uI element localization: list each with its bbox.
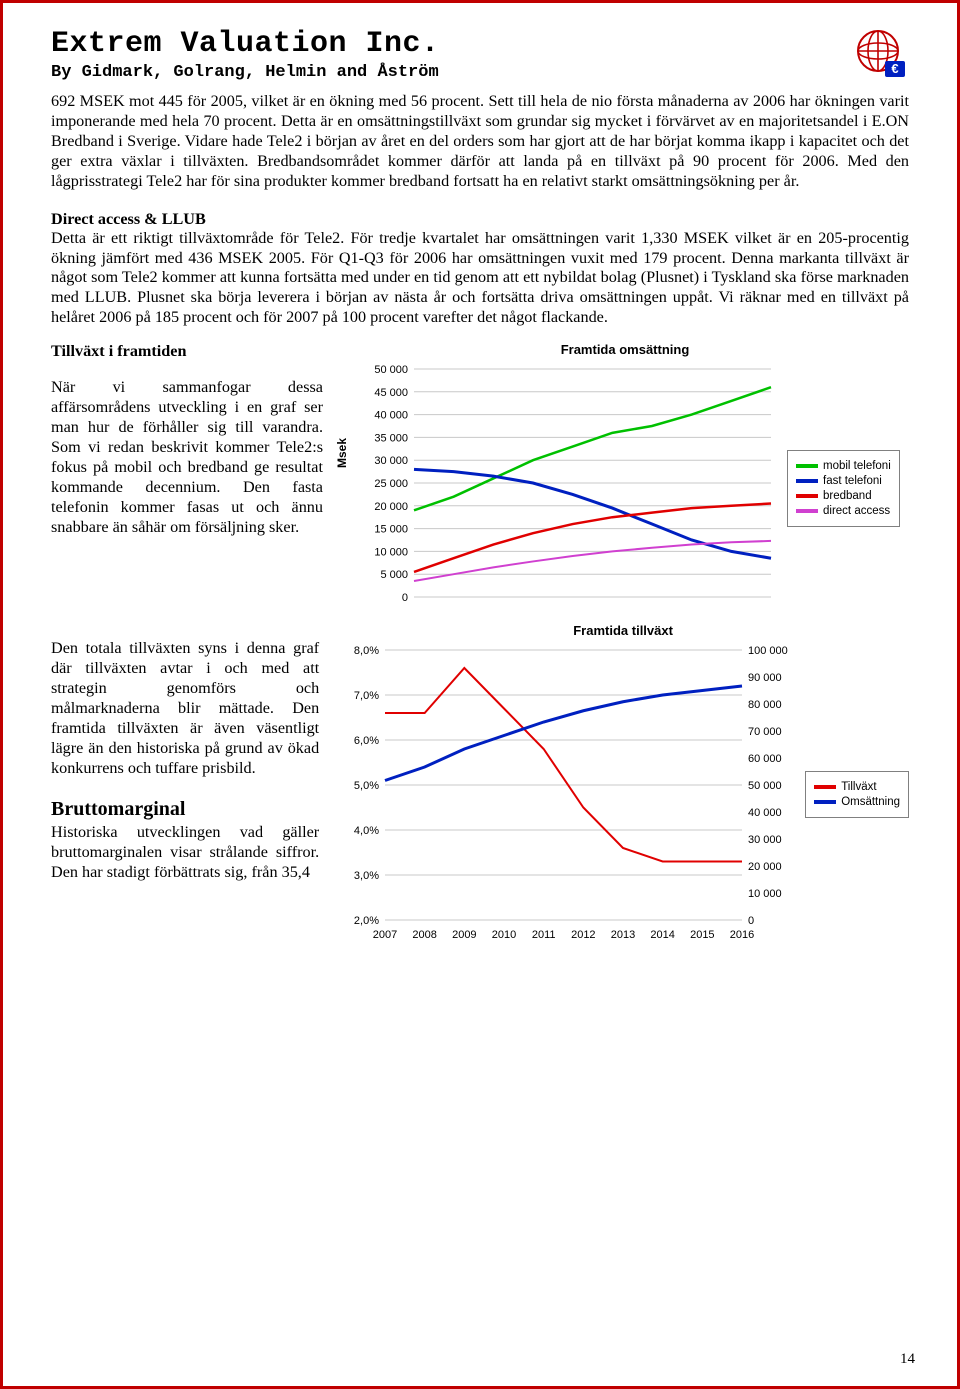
total-growth-textcol: Den totala tillväxten syns i denna graf … <box>51 623 319 944</box>
svg-text:100 000: 100 000 <box>748 645 788 657</box>
legend-item: mobil telefoni <box>796 460 891 472</box>
direct-access-heading: Direct access & LLUB <box>51 210 909 229</box>
chart1-title: Framtida omsättning <box>341 342 909 357</box>
intro-paragraph: 692 MSEK mot 445 för 2005, vilket är en … <box>51 92 909 192</box>
svg-text:40 000: 40 000 <box>748 807 782 819</box>
svg-text:2008: 2008 <box>413 929 437 941</box>
svg-text:4,0%: 4,0% <box>354 825 379 837</box>
chart2-svg: 2,0% 3,0% 4,0% 5,0% 6,0% 7,0% 8,0% 0 10 000 20 00… <box>337 644 797 944</box>
future-growth-chart: Framtida tillväxt 2,0% 3,0% 4,0% 5,0% 6,0% 7,… <box>337 623 909 944</box>
legend-item: Tillväxt <box>814 781 900 793</box>
svg-text:50 000: 50 000 <box>374 364 408 376</box>
svg-text:40 000: 40 000 <box>374 410 408 422</box>
chart1-ylabel: Msek <box>335 438 349 468</box>
svg-text:30 000: 30 000 <box>374 455 408 467</box>
legend-item: direct access <box>796 505 891 517</box>
gross-margin-heading: Bruttomarginal <box>51 797 319 822</box>
svg-text:5,0%: 5,0% <box>354 780 379 792</box>
total-growth-text: Den totala tillväxten syns i denna graf … <box>51 639 319 778</box>
future-revenue-chart-col: Framtida omsättning Msek 05 00010 00015 … <box>341 342 909 613</box>
page-number: 14 <box>900 1351 915 1368</box>
svg-text:2011: 2011 <box>532 929 556 941</box>
page-container: Extrem Valuation Inc. By Gidmark, Golran… <box>0 0 960 1389</box>
chart1-legend: mobil telefoni fast telefoni bredband direc… <box>787 450 900 527</box>
svg-text:80 000: 80 000 <box>748 699 782 711</box>
svg-text:2010: 2010 <box>492 929 516 941</box>
svg-text:25 000: 25 000 <box>374 478 408 490</box>
svg-text:50 000: 50 000 <box>748 780 782 792</box>
legend-item: bredband <box>796 490 891 502</box>
chart1-svg: 0 5 000 10 000 15 000 20 000 25 000 30 000 35 0… <box>359 363 779 613</box>
svg-text:90 000: 90 000 <box>748 672 782 684</box>
svg-text:2016: 2016 <box>730 929 754 941</box>
svg-text:2015: 2015 <box>690 929 714 941</box>
svg-text:10 000: 10 000 <box>374 547 408 559</box>
svg-text:15 000: 15 000 <box>374 524 408 536</box>
chart2-legend: Tillväxt Omsättning <box>805 771 909 818</box>
legend-item: fast telefoni <box>796 475 891 487</box>
gross-margin-text: Historiska utvecklingen vad gäller brutt… <box>51 823 319 883</box>
svg-text:2013: 2013 <box>611 929 635 941</box>
svg-text:70 000: 70 000 <box>748 726 782 738</box>
svg-text:5 000: 5 000 <box>380 569 408 581</box>
future-revenue-chart: Framtida omsättning Msek 05 00010 00015 … <box>341 342 909 613</box>
svg-text:7,0%: 7,0% <box>354 690 379 702</box>
svg-text:30 000: 30 000 <box>748 834 782 846</box>
company-title: Extrem Valuation Inc. <box>51 27 909 61</box>
svg-text:2012: 2012 <box>571 929 595 941</box>
document-header: Extrem Valuation Inc. By Gidmark, Golran… <box>51 27 909 82</box>
svg-text:35 000: 35 000 <box>374 433 408 445</box>
svg-text:20 000: 20 000 <box>374 501 408 513</box>
svg-text:2,0%: 2,0% <box>354 915 379 927</box>
svg-text:6,0%: 6,0% <box>354 735 379 747</box>
svg-text:€: € <box>891 61 898 76</box>
svg-text:2009: 2009 <box>452 929 476 941</box>
svg-text:3,0%: 3,0% <box>354 870 379 882</box>
svg-text:8,0%: 8,0% <box>354 645 379 657</box>
direct-access-text: Detta är ett riktigt tillväxtområde för … <box>51 229 909 329</box>
svg-text:20 000: 20 000 <box>748 861 782 873</box>
future-growth-text: När vi sammanfogar dessa affärsområdens … <box>51 378 323 537</box>
future-growth-chart-col: Framtida tillväxt 2,0% 3,0% 4,0% 5,0% 6,0% 7,… <box>337 623 909 944</box>
svg-text:60 000: 60 000 <box>748 753 782 765</box>
svg-text:2014: 2014 <box>651 929 675 941</box>
svg-text:2007: 2007 <box>373 929 397 941</box>
svg-text:10 000: 10 000 <box>748 888 782 900</box>
svg-text:0: 0 <box>748 915 754 927</box>
future-growth-textcol: Tillväxt i framtiden När vi sammanfogar … <box>51 342 323 613</box>
svg-text:0: 0 <box>402 592 408 604</box>
future-growth-row: Den totala tillväxten syns i denna graf … <box>51 623 909 944</box>
intro-text: 692 MSEK mot 445 för 2005, vilket är en … <box>51 92 909 192</box>
direct-access-paragraph: Detta är ett riktigt tillväxtområde för … <box>51 229 909 329</box>
chart2-title: Framtida tillväxt <box>337 623 909 638</box>
legend-item: Omsättning <box>814 796 900 808</box>
svg-text:45 000: 45 000 <box>374 387 408 399</box>
future-revenue-row: Tillväxt i framtiden När vi sammanfogar … <box>51 342 909 613</box>
authors-subtitle: By Gidmark, Golrang, Helmin and Åström <box>51 63 909 82</box>
globe-euro-icon: € <box>851 27 909 85</box>
future-growth-heading: Tillväxt i framtiden <box>51 342 323 362</box>
